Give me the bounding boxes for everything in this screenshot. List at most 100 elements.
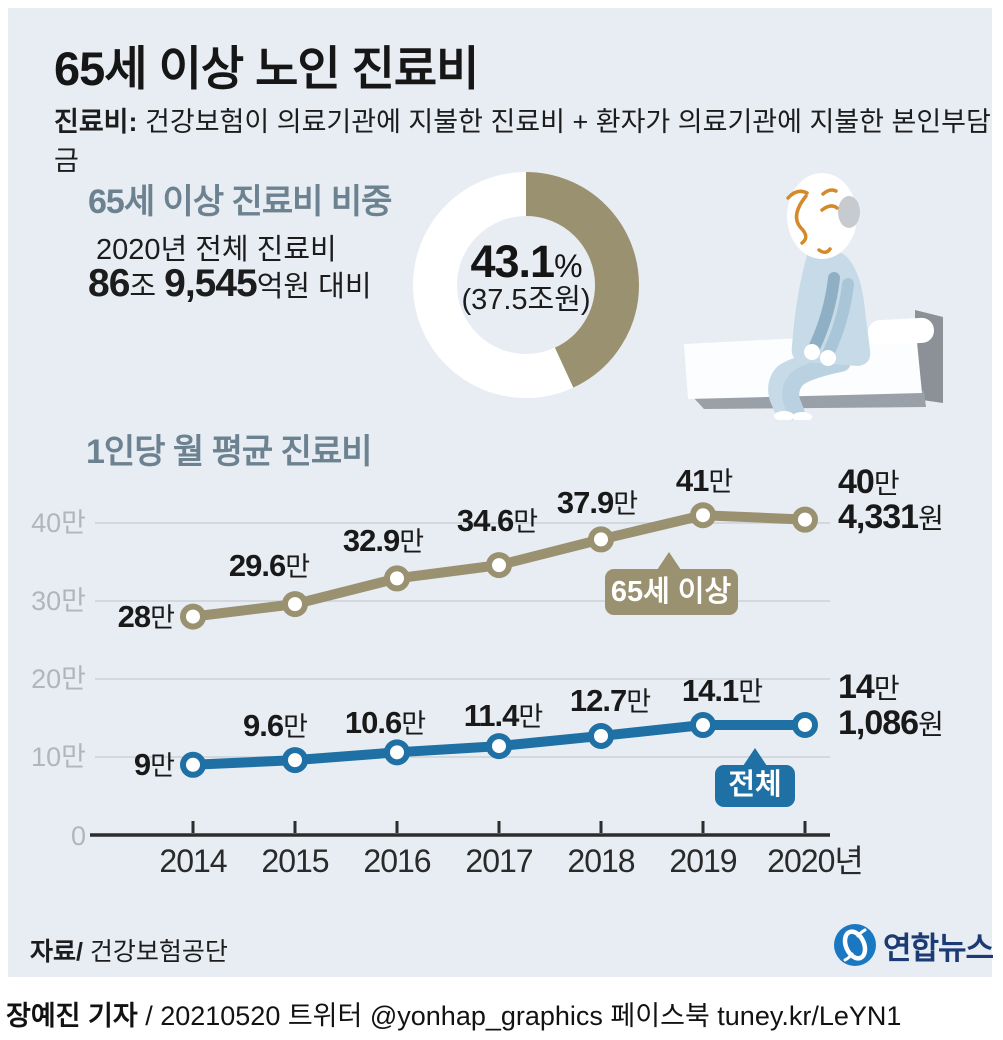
line-chart: 40만 30만 20만 10만 0 2014 2015 2016 2017 20… [31, 463, 944, 879]
source-text: 건강보험공단 [89, 938, 228, 966]
definition-label: 진료비: [54, 107, 138, 137]
total-badge-label: 전체 [728, 768, 781, 801]
svg-text:29.6만: 29.6만 [229, 548, 309, 583]
total-final-value-line2: 1,086원 [838, 704, 943, 742]
donut-percent-value: 43.1 [470, 236, 555, 287]
mouth [817, 247, 832, 254]
infographic-canvas [8, 8, 992, 977]
x-tick-2019: 2019 [669, 843, 736, 879]
y-tick-10: 10만 [31, 742, 86, 772]
donut-subline2: 86조 9,545억원 대비 [88, 262, 372, 306]
y-tick-30: 30만 [31, 586, 86, 616]
pillow [867, 317, 934, 346]
elderly-series-badge: 65세 이상 [605, 552, 738, 615]
x-tick-2014: 2014 [159, 843, 226, 879]
definition-text: 건강보험이 의료기관에 지불한 진료비 + 환자가 의료기관에 지불한 본인부담… [54, 107, 991, 176]
series-1-marker-6 [792, 711, 818, 738]
svg-text:9만: 9만 [134, 747, 174, 782]
x-axis-labels: 2014 2015 2016 2017 2018 2019 2020년 [159, 843, 863, 879]
x-tick-2018: 2018 [567, 843, 634, 879]
x-tick-2016: 2016 [363, 843, 430, 879]
right-eyebrow [821, 188, 838, 196]
svg-text:10.6만: 10.6만 [345, 705, 425, 740]
x-tick-2015: 2015 [261, 843, 328, 879]
donut-amount: (37.5조원) [461, 284, 591, 317]
person-back-foot [774, 411, 794, 420]
series-1-marker-3 [486, 733, 512, 760]
nose-line [794, 194, 808, 245]
donut-percent-sign: % [554, 248, 582, 284]
unit-eok: 억원 대비 [256, 271, 372, 303]
donut-center-label: 43.1% (37.5조원) [412, 238, 640, 316]
person-far-arm [808, 272, 840, 354]
y-tick-40: 40만 [31, 508, 86, 538]
yonhap-logo: 연합뉴스 [832, 922, 994, 968]
source-line: 자료/ 건강보험공단 [30, 932, 228, 968]
total-series-badge: 전체 [715, 748, 795, 807]
logo-swirl-tails [843, 928, 867, 962]
svg-text:14.1만: 14.1만 [682, 673, 762, 708]
series-0-marker-3 [486, 552, 512, 579]
svg-text:12.7만: 12.7만 [570, 683, 650, 718]
donut-section-heading: 65세 이상 진료비 비중 [88, 183, 392, 221]
total-final-value-line1: 14만 [838, 668, 899, 706]
series-0-marker-1 [282, 591, 308, 618]
elderly-series-labels: 28만 29.6만 32.9만 34.6만 37.9만 41만 40만 4,33… [118, 463, 944, 634]
person-near-arm [822, 278, 854, 360]
byline: 장예진 기자 / 20210520 트위터 @yonhap_graphics 페… [6, 994, 901, 1033]
donut-ring-elderly-share [413, 172, 639, 398]
right-eye [820, 204, 839, 212]
x-tick-2017: 2017 [465, 843, 532, 879]
y-tick-20: 20만 [31, 664, 86, 694]
series-0-marker-6 [792, 506, 818, 533]
series-1-marker-1 [282, 747, 308, 774]
series-1-marker-5 [690, 712, 716, 739]
series-0-marker-5 [690, 502, 716, 529]
person-hand-2 [820, 350, 836, 366]
yonhap-logo-icon [834, 924, 876, 966]
byline-rest: / 20210520 트위터 @yonhap_graphics 페이스북 tun… [137, 1001, 902, 1031]
line-chart-heading: 1인당 월 평균 진료비 [86, 433, 372, 471]
left-eyebrow [786, 189, 809, 200]
svg-text:28만: 28만 [118, 599, 174, 634]
donut-subline1: 2020년 전체 진료비 [96, 234, 337, 266]
y-axis-labels: 40만 30만 20만 10만 0 [31, 508, 86, 851]
logo-swirl [842, 929, 868, 961]
source-label: 자료/ [30, 938, 83, 966]
x-axis-ticks [191, 821, 807, 833]
series-0-marker-2 [384, 565, 410, 592]
elderly-final-value-line1: 40만 [838, 463, 899, 501]
person-front-leg [782, 354, 851, 420]
elderly-person-illustration [684, 173, 943, 420]
series-lines-and-markers [180, 502, 818, 778]
svg-text:37.9만: 37.9만 [557, 485, 637, 520]
page-title: 65세 이상 노인 진료비 [54, 42, 479, 95]
svg-text:11.4만: 11.4만 [464, 698, 543, 733]
series-0-marker-0 [180, 603, 206, 630]
person-face-lines [786, 188, 839, 254]
series-1-marker-2 [384, 739, 410, 766]
byline-author: 장예진 기자 [6, 1001, 138, 1031]
unit-jo: 조 [129, 271, 157, 303]
svg-text:34.6만: 34.6만 [457, 503, 537, 538]
gridlines [95, 522, 830, 758]
svg-text:41만: 41만 [676, 463, 732, 498]
person-back-leg [768, 349, 839, 420]
series-1-marker-0 [180, 751, 206, 778]
total-cost-jo: 86 [88, 262, 130, 305]
svg-text:32.9만: 32.9만 [343, 523, 423, 558]
series-1-marker-4 [588, 722, 614, 749]
definition-line: 진료비: 건강보험이 의료기관에 지불한 진료비 + 환자가 의료기관에 지불한… [54, 100, 1003, 178]
person-front-foot [792, 412, 812, 420]
person-ear-hair [838, 196, 860, 228]
svg-text:9.6만: 9.6만 [243, 708, 307, 743]
elderly-final-value-line2: 4,331원 [838, 498, 943, 536]
total-cost-eok: 9,545 [164, 262, 258, 305]
x-tick-2020: 2020년 [767, 843, 863, 879]
y-tick-0: 0 [71, 821, 86, 851]
series-0-marker-4 [588, 526, 614, 553]
elderly-badge-label: 65세 이상 [611, 575, 732, 608]
logo-wordmark: 연합뉴스 [883, 930, 994, 966]
total-series-labels: 9만 9.6만 10.6만 11.4만 12.7만 14.1만 14만 1,08… [134, 668, 944, 782]
